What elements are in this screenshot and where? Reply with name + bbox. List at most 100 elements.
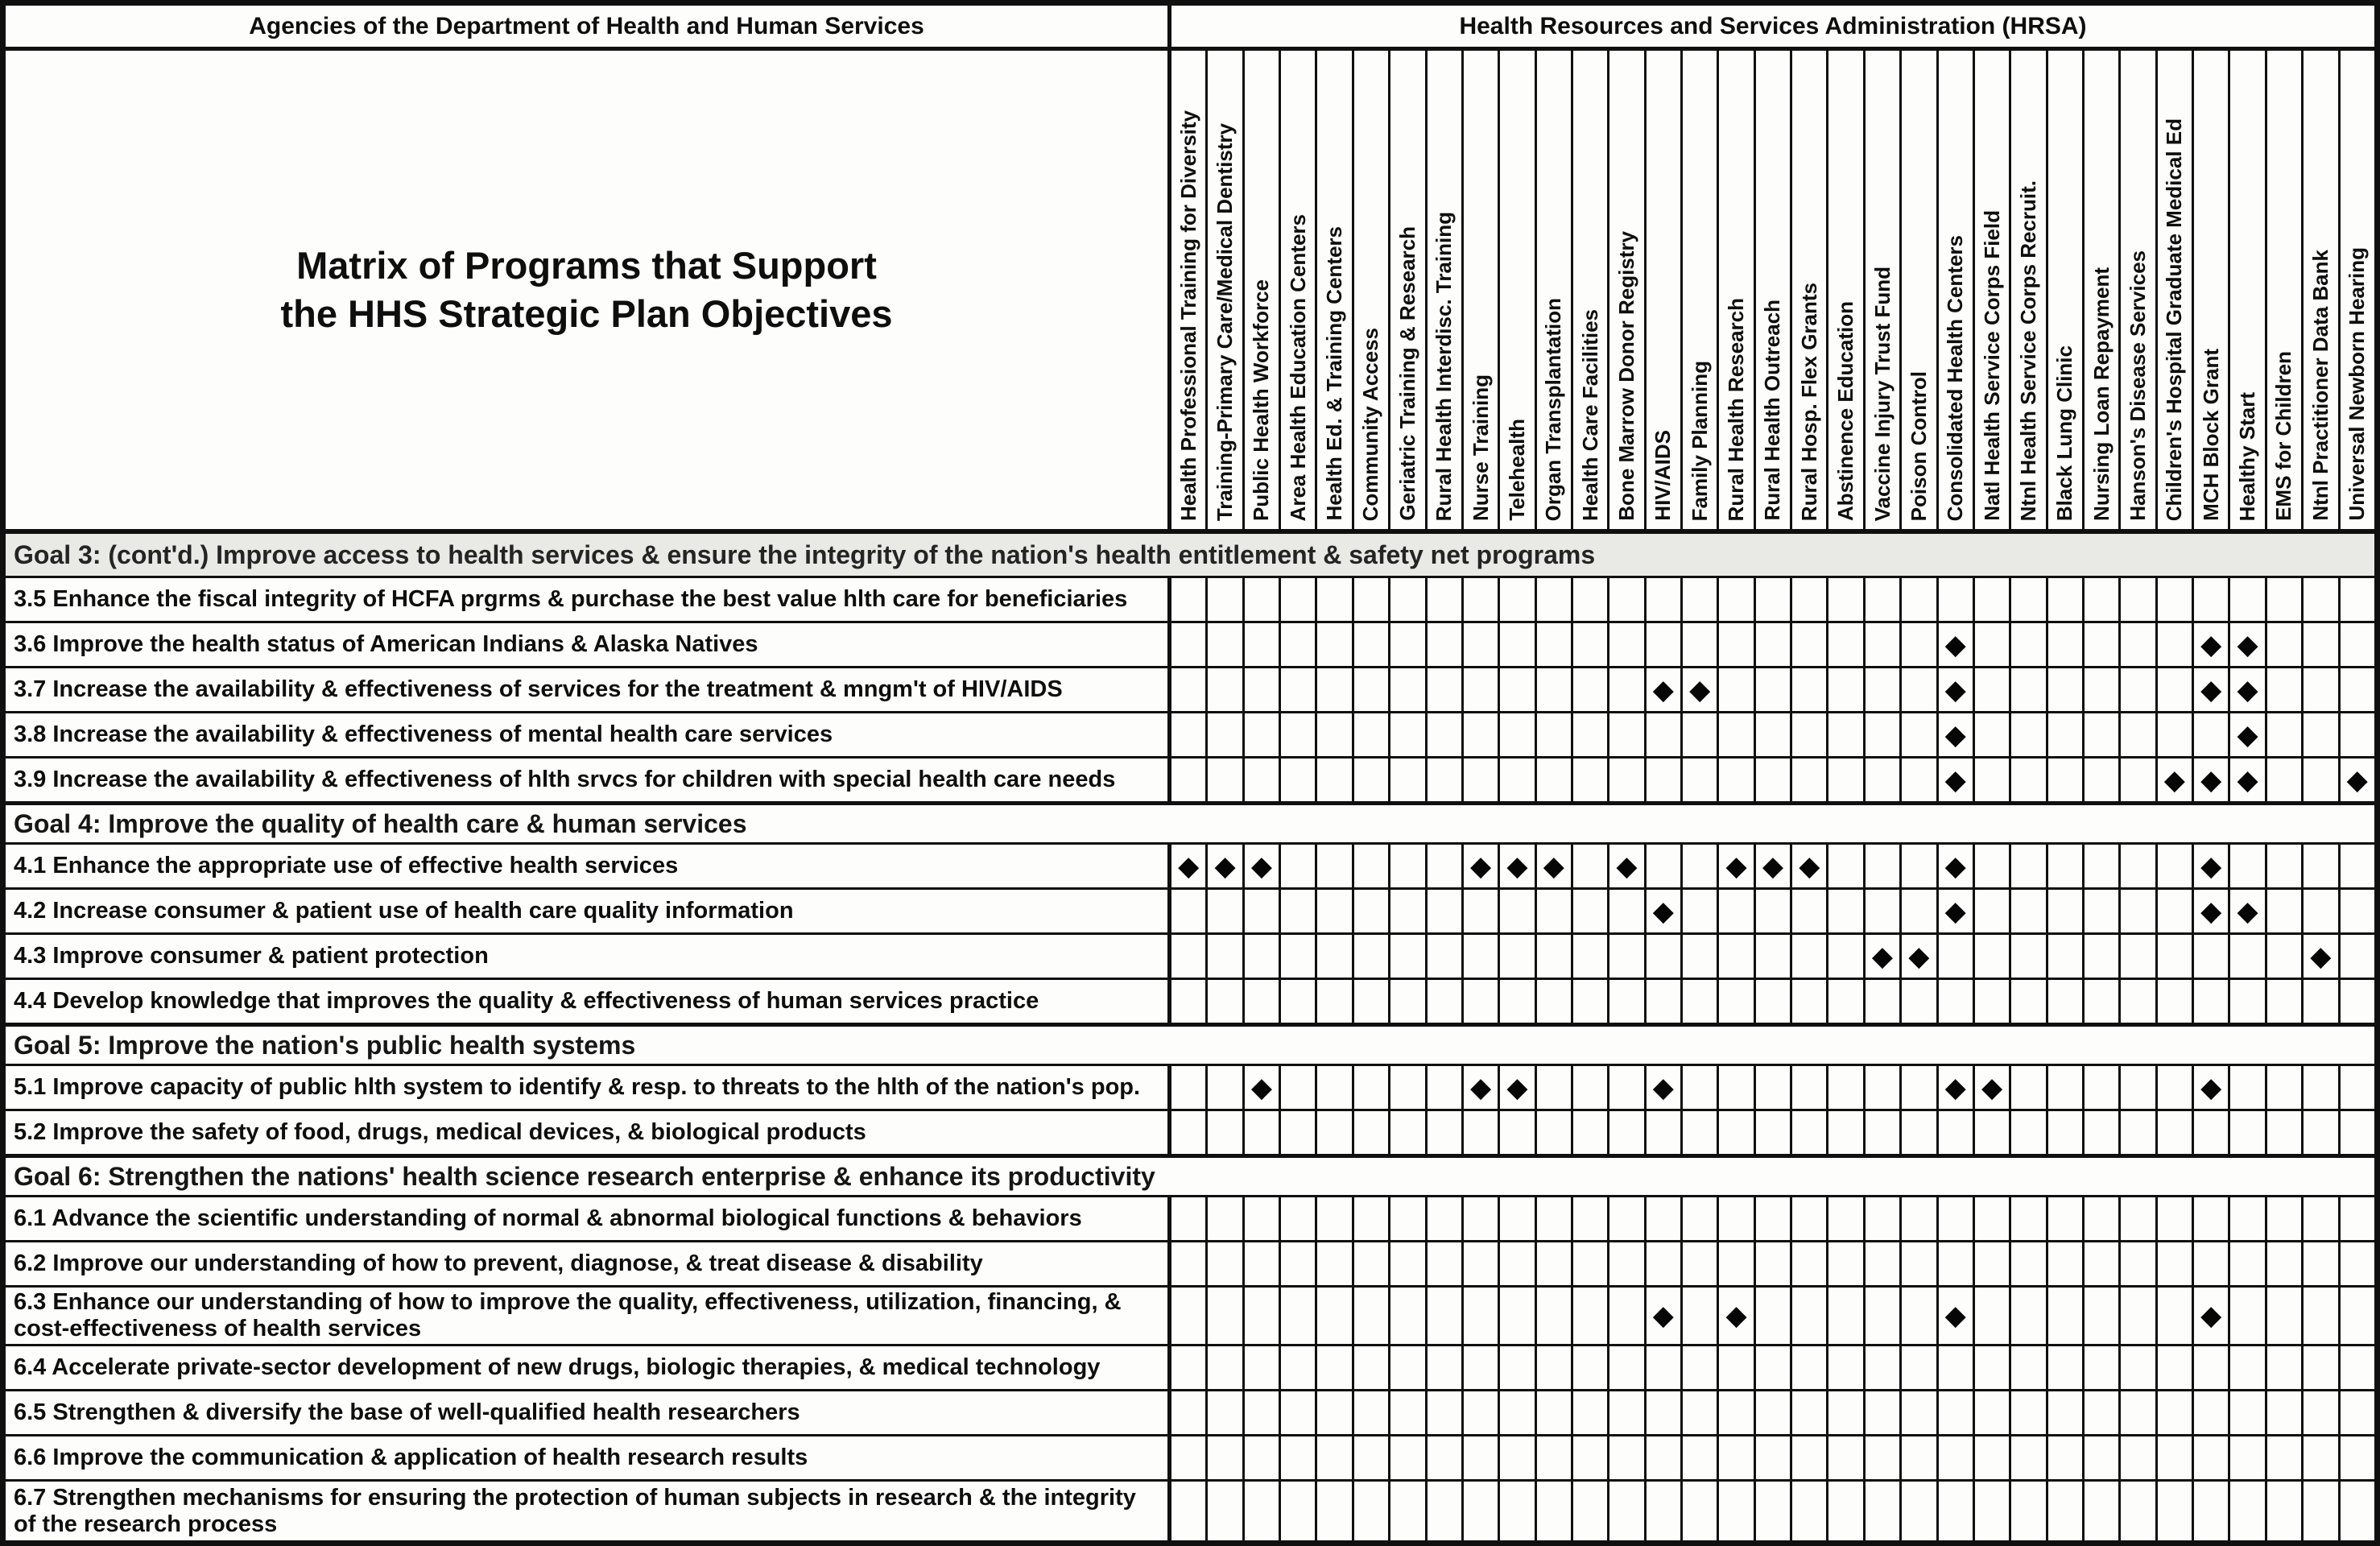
matrix-cell [1974,1288,2012,1344]
matrix-cell [1865,1346,1903,1389]
matrix-cell [1390,1197,1428,1240]
matrix-cell [1609,890,1647,932]
matrix-cell [1828,1066,1866,1109]
matrix-cell [1353,1242,1391,1285]
matrix-cell [2157,1482,2195,1540]
matrix-cell: ◆ [2340,759,2374,801]
matrix-cell [1427,1482,1464,1540]
matrix-cell [1463,1391,1501,1434]
matrix-cell [1683,1436,1720,1479]
matrix-cell [1609,578,1647,621]
hrsa-header: Health Resources and Services Administra… [1171,6,2374,47]
matrix-cell [1208,578,1245,621]
matrix-cell [1865,1111,1903,1154]
matrix-cell [1683,1482,1720,1540]
matrix-cell [1390,980,1428,1023]
matrix-cell [1609,1288,1647,1344]
matrix-cell [1208,713,1245,756]
objective-row: 3.6 Improve the health status of America… [6,623,2374,668]
matrix-cell [1609,980,1647,1023]
matrix-cell [1171,623,1209,666]
matrix-cell [1244,1436,1282,1479]
matrix-cell [1281,935,1318,978]
matrix-cell [2304,623,2341,666]
objective-row: 4.3 Improve consumer & patient protectio… [6,935,2374,980]
matrix-cell [1463,578,1501,621]
matrix-cell [1974,759,2012,801]
objective-row: 4.4 Develop knowledge that improves the … [6,980,2374,1025]
matrix-cell [1317,713,1354,756]
matrix-cell: ◆ [1792,845,1829,887]
matrix-cell [1828,668,1866,711]
matrix-cell: ◆ [1719,845,1756,887]
matrix-cell [1463,1436,1501,1479]
matrix-cell [1427,845,1464,887]
column-header-label: HIV/AIDS [1651,430,1676,521]
matrix-cell [1536,759,1573,801]
diamond-mark: ◆ [1616,849,1638,883]
matrix-cell [1171,1242,1209,1285]
matrix-cell [2121,1111,2158,1154]
matrix-cell [2304,980,2341,1023]
matrix-cell [1572,713,1610,756]
matrix-cell [2047,845,2085,887]
diamond-mark: ◆ [1652,895,1674,928]
matrix-cell: ◆ [1500,1066,1537,1109]
matrix-cell [1683,1197,1720,1240]
matrix-cell: ◆ [1719,1288,1756,1344]
matrix-cell [2266,845,2304,887]
matrix-cell [1317,1346,1354,1389]
diamond-mark: ◆ [1506,849,1528,883]
matrix-cell [1390,1482,1428,1540]
matrix-cell [1572,623,1610,666]
matrix-cell [1646,1197,1684,1240]
matrix-cell [1755,1436,1793,1479]
matrix-cell [1755,980,1793,1023]
matrix-cell [1317,1197,1354,1240]
matrix-cell [1865,713,1903,756]
matrix-cell [1792,1288,1829,1344]
matrix-cell [1828,1288,1866,1344]
matrix-cell [2340,1242,2374,1285]
matrix-cell [1317,980,1354,1023]
matrix-cell [1281,1346,1318,1389]
matrix-cell [1281,1482,1318,1540]
matrix-cell [2157,1066,2195,1109]
matrix-cell [2047,935,2085,978]
matrix-cell [1646,1111,1684,1154]
matrix-cell [1755,759,1793,801]
matrix-cell [1281,1197,1318,1240]
matrix-cell [1902,1066,1939,1109]
matrix-cell [1390,1111,1428,1154]
matrix-cell [1828,1391,1866,1434]
matrix-cell [1974,1482,2012,1540]
matrix-cell [1208,1346,1245,1389]
matrix-cell [1500,1391,1537,1434]
matrix-cell [2011,1242,2048,1285]
matrix-cell [1244,1346,1282,1389]
matrix-cell [1390,1066,1428,1109]
matrix-cell [2266,1066,2304,1109]
diamond-mark: ◆ [1178,849,1200,883]
matrix-cell [1353,668,1391,711]
objective-row: 3.7 Increase the availability & effectiv… [6,668,2374,713]
matrix-cell [1427,759,1464,801]
matrix-cell [2011,668,2048,711]
matrix-cell [1683,623,1720,666]
matrix-cell [2194,980,2231,1023]
matrix-cell [2230,1242,2267,1285]
matrix-cell [1902,1346,1939,1389]
matrix-cell [1683,845,1720,887]
matrix-cell [2304,1482,2341,1540]
matrix-cell [2084,578,2122,621]
objective-label: 6.1 Advance the scientific understanding… [6,1197,1171,1240]
matrix-cell [2340,1066,2374,1109]
matrix-cell [1353,890,1391,932]
matrix-cell [1463,1482,1501,1540]
matrix-cell [1536,890,1573,932]
column-header-label: Nursing Loan Repayment [2089,267,2113,521]
matrix-cell: ◆ [1244,1066,1282,1109]
matrix-cell [1902,623,1939,666]
matrix-cell: ◆ [2194,668,2231,711]
matrix-cell [2011,1197,2048,1240]
